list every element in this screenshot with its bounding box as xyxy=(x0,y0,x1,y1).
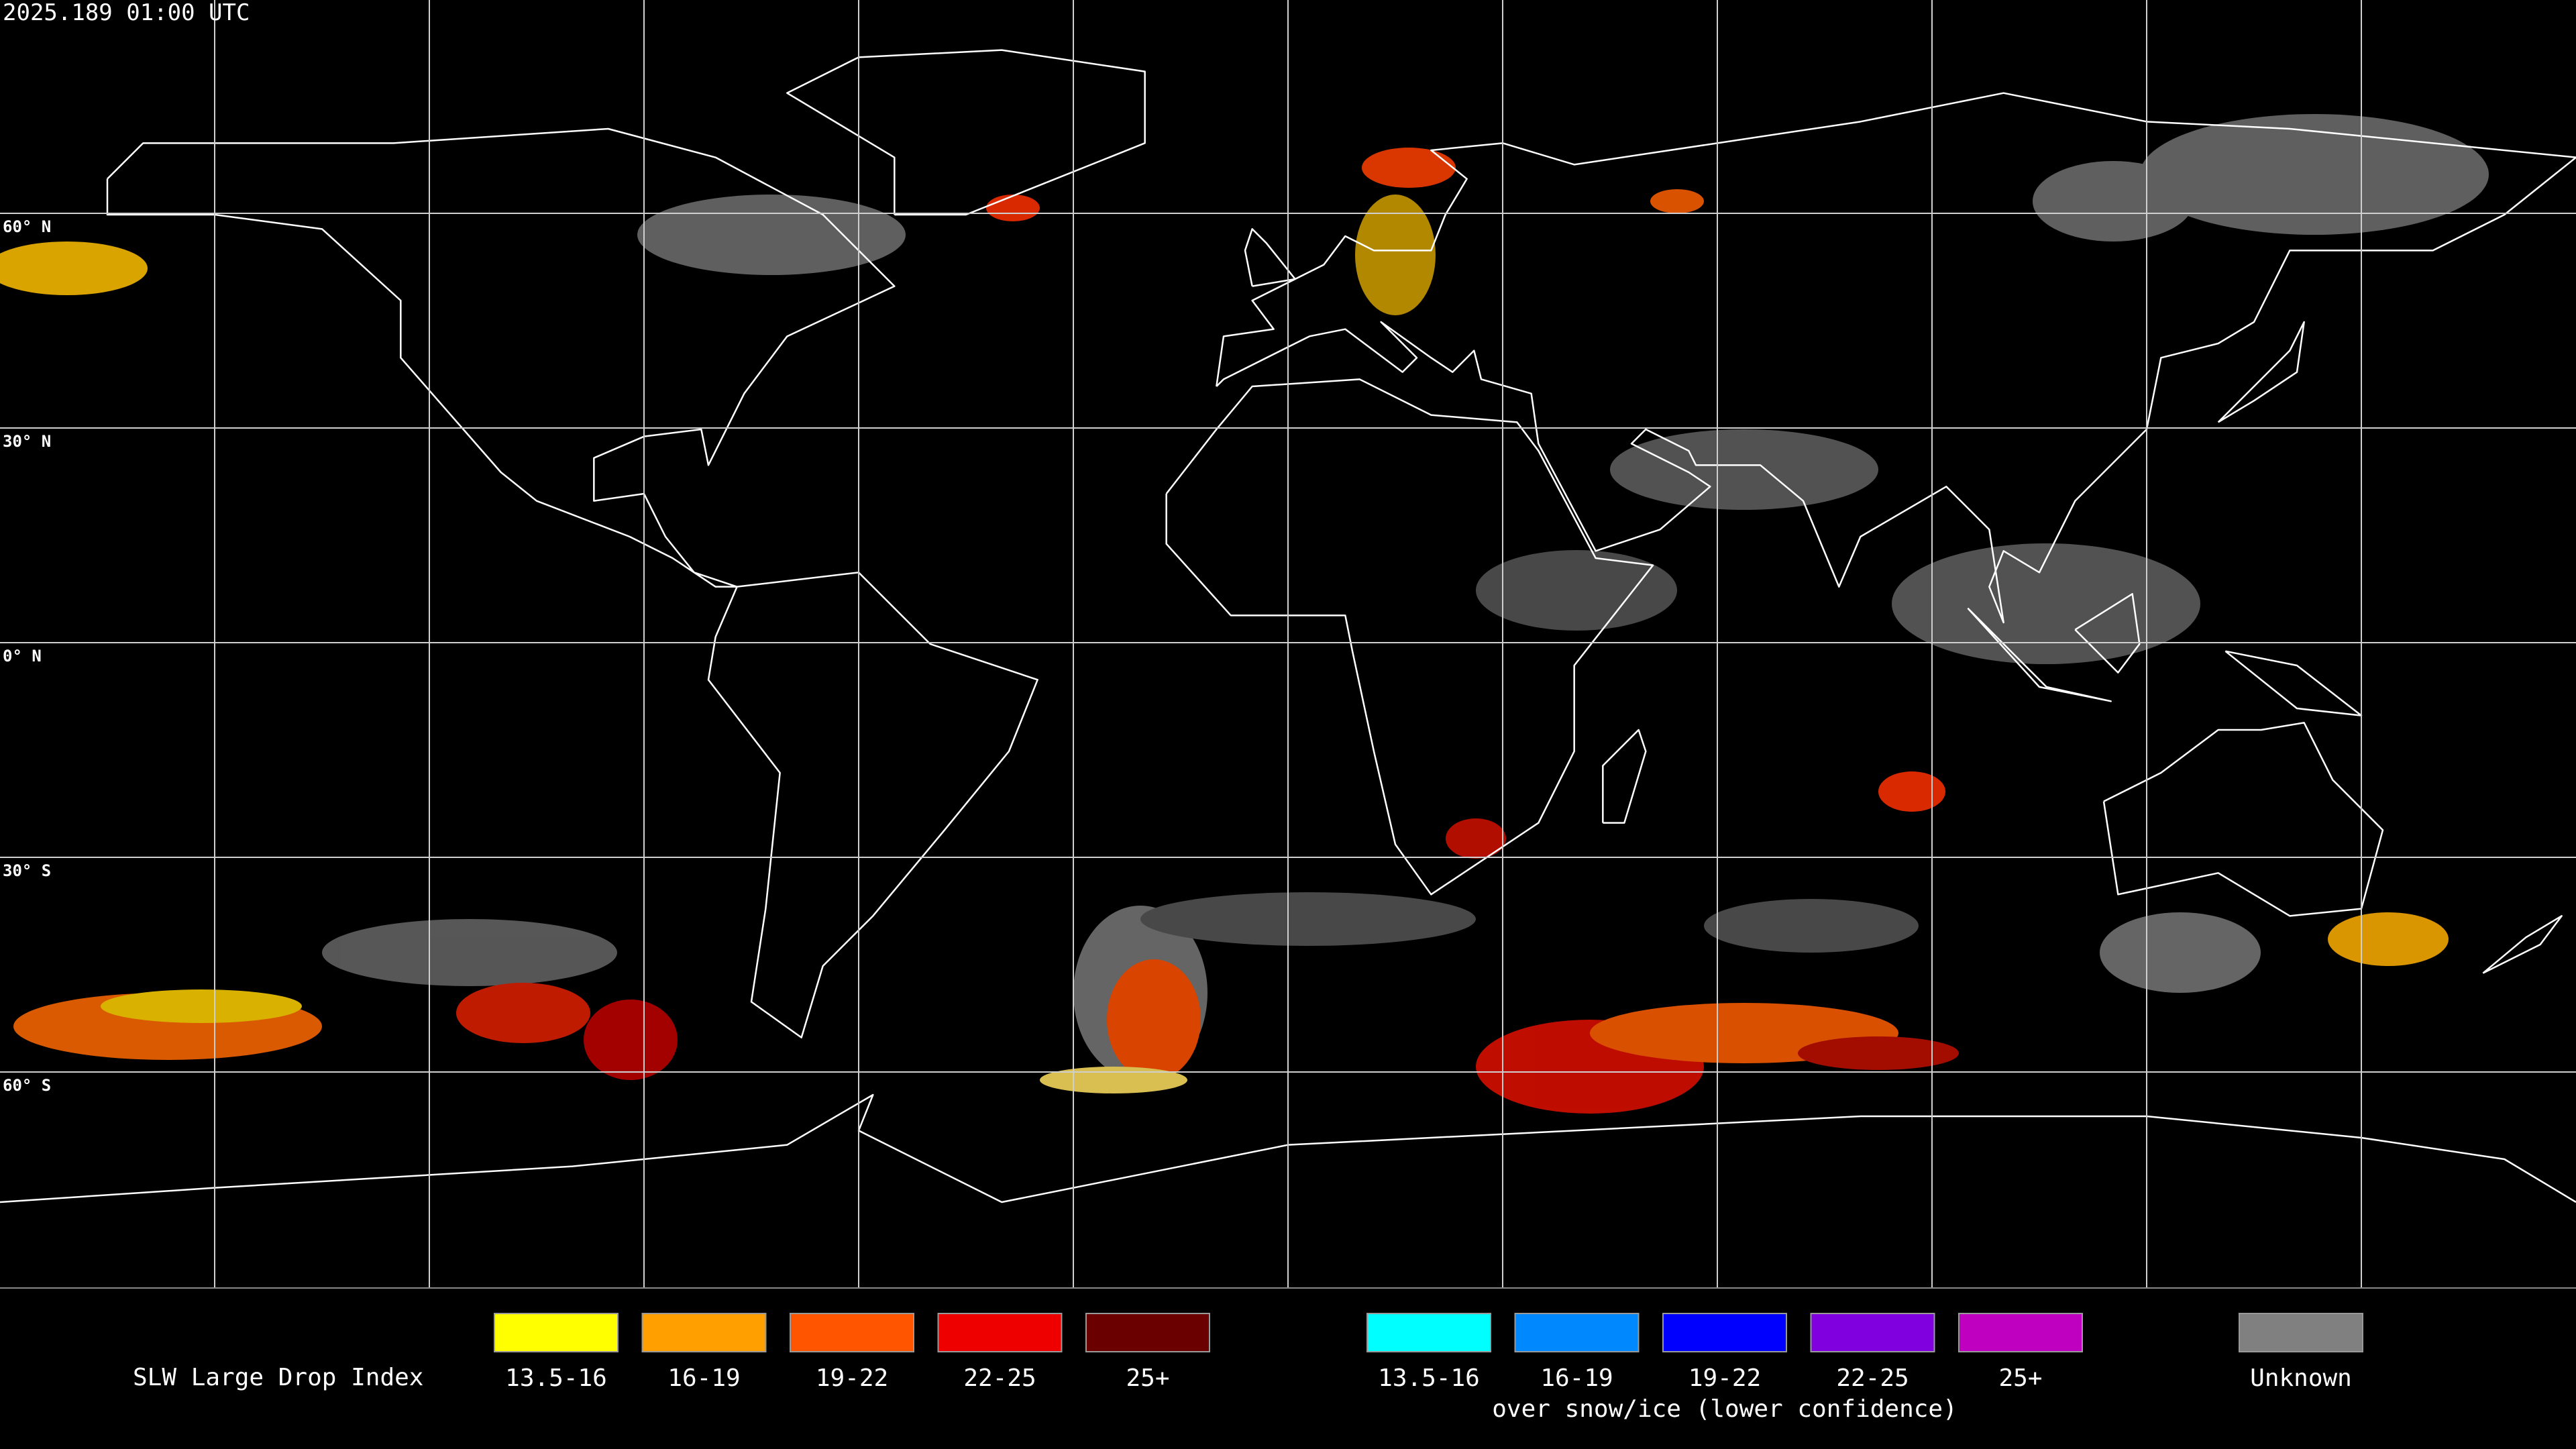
snow-ice-swatch-label: 16-19 xyxy=(1540,1364,1613,1392)
graticule: 60° N 30° N 0° N 30° S 60° S xyxy=(0,0,2576,1288)
cloud-patches xyxy=(0,114,2489,1114)
legend-swatch xyxy=(1085,1313,1210,1352)
legend-swatch-label: 16-19 xyxy=(667,1364,740,1392)
snow-ice-swatch-label: 22-25 xyxy=(1836,1364,1909,1392)
snow-ice-swatch xyxy=(1810,1313,1935,1352)
map: 60° N 30° N 0° N 30° S 60° S 2025.189 01:00 … xyxy=(0,0,2576,1289)
legend-swatch-label: 13.5-16 xyxy=(505,1364,607,1392)
snow-ice-swatch-label: 13.5-16 xyxy=(1378,1364,1480,1392)
legend-swatch-label: 25+ xyxy=(1126,1364,1169,1392)
snow-ice-swatch xyxy=(1366,1313,1491,1352)
latitude-label: 30° N xyxy=(3,432,51,451)
snow-ice-swatch xyxy=(1514,1313,1640,1352)
snow-ice-swatch-label: 19-22 xyxy=(1688,1364,1761,1392)
latitude-label: 0° N xyxy=(3,647,42,665)
latitude-label: 60° N xyxy=(3,217,51,236)
unknown-swatch xyxy=(2239,1313,2363,1352)
legend-swatch xyxy=(641,1313,767,1352)
timestamp: 2025.189 01:00 UTC xyxy=(3,0,250,26)
snow-ice-swatch xyxy=(1662,1313,1787,1352)
legend-swatch-label: 19-22 xyxy=(816,1364,888,1392)
snow-ice-swatch-label: 25+ xyxy=(1998,1364,2042,1392)
unknown-swatch-label: Unknown xyxy=(2250,1364,2352,1392)
legend-swatch-label: 22-25 xyxy=(963,1364,1036,1392)
legend-swatch xyxy=(937,1313,1063,1352)
legend-swatch xyxy=(494,1313,619,1352)
latitude-label: 60° S xyxy=(3,1076,51,1095)
snow-ice-swatch xyxy=(1958,1313,2083,1352)
latitude-label: 30° S xyxy=(3,861,51,880)
legend-swatch xyxy=(790,1313,914,1352)
coastlines xyxy=(0,50,2576,1202)
legend-title: SLW Large Drop Index xyxy=(133,1364,423,1391)
legend: SLW Large Drop Index over snow/ice (lowe… xyxy=(133,1313,2363,1423)
snow-ice-note: over snow/ice (lower confidence) xyxy=(1492,1395,1957,1423)
